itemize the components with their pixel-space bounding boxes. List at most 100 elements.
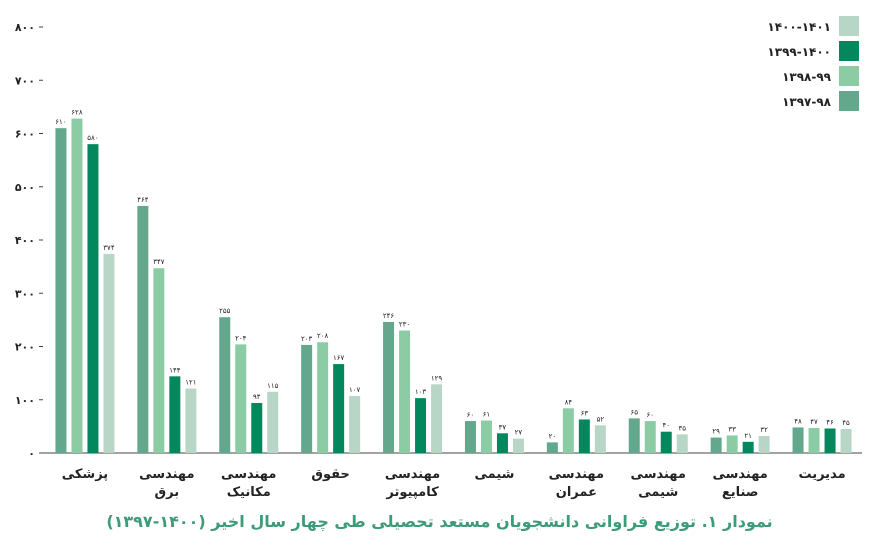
bar xyxy=(251,402,263,453)
data-label: ۳۷۴ xyxy=(103,244,115,252)
data-label: ۶۱۰ xyxy=(55,118,66,126)
legend-label: ۱۳۹۹-۱۴۰۰ xyxy=(767,45,831,59)
data-label: ۲۱ xyxy=(744,432,752,440)
data-label: ۶۱ xyxy=(483,411,491,419)
bar xyxy=(546,442,558,453)
legend-swatch xyxy=(839,41,859,61)
y-tick-label: ۸۰۰ xyxy=(15,21,35,34)
bar xyxy=(496,433,508,453)
legend-label: ۱۳۹۷-۹۸ xyxy=(782,95,832,109)
y-tick-label: ۰ xyxy=(28,447,35,460)
data-label: ۳۷ xyxy=(499,423,507,431)
category-label: مکانیک xyxy=(227,485,271,500)
data-label: ۳۵ xyxy=(678,424,686,432)
y-tick-label: ۱۰۰ xyxy=(15,394,35,407)
bar xyxy=(628,418,640,453)
value-labels: ۶۱۰ ۶۲۸ ۵۸۰ ۳۷۴ ۴۶۴ ۳۴۷ ۱۴۴ ۱۲۱ ۲۵۵ ۲۰۴ ۹۴ ۱۱۵ ۲۰۳ ۲۰… xyxy=(55,109,850,441)
bar xyxy=(55,128,67,454)
data-label: ۳۴۷ xyxy=(153,258,165,266)
bar xyxy=(349,396,361,453)
data-label: ۵۲ xyxy=(597,415,605,423)
y-tick-label: ۴۰۰ xyxy=(15,234,35,247)
bar xyxy=(103,253,115,453)
bar xyxy=(399,330,411,453)
data-label: ۶۵ xyxy=(630,408,638,416)
bar xyxy=(676,434,688,453)
bar xyxy=(333,364,345,453)
legend-label: ۱۳۹۸-۹۹ xyxy=(782,70,832,84)
data-label: ۴۶ xyxy=(826,419,834,427)
bar xyxy=(301,344,313,453)
category-label: شیمی xyxy=(638,485,678,500)
y-tick-label: ۶۰۰ xyxy=(15,128,35,141)
data-label: ۶۰ xyxy=(646,411,654,419)
bar xyxy=(317,342,329,453)
data-label: ۱۲۹ xyxy=(431,374,443,382)
data-label: ۴۷ xyxy=(810,418,818,426)
category-label: کامپیوتر xyxy=(385,485,439,500)
data-label: ۱۰۳ xyxy=(415,388,427,396)
data-label: ۲۰۴ xyxy=(235,334,247,342)
bar xyxy=(71,118,83,453)
legend-swatch xyxy=(839,16,859,36)
bar xyxy=(758,435,770,453)
category-label: مهندسی xyxy=(549,467,604,482)
bar xyxy=(431,384,443,453)
y-tick-label: ۲۰۰ xyxy=(15,341,35,354)
category-label: حقوق xyxy=(311,467,350,482)
data-label: ۳۲ xyxy=(760,426,768,434)
data-label: ۶۳ xyxy=(581,409,589,417)
category-label: برق xyxy=(155,485,180,500)
bar xyxy=(594,425,606,453)
category-label: مدیریت xyxy=(798,467,845,482)
data-label: ۱۶۷ xyxy=(333,354,345,362)
bar xyxy=(137,205,149,453)
bar xyxy=(480,420,492,453)
data-label: ۲۰ xyxy=(549,432,557,440)
data-label: ۶۰ xyxy=(467,411,475,419)
y-tick-label: ۳۰۰ xyxy=(15,287,35,300)
data-label: ۵۸۰ xyxy=(87,134,98,142)
data-label: ۴۶۴ xyxy=(137,196,149,204)
data-label: ۴۸ xyxy=(794,417,802,425)
data-label: ۲۰۸ xyxy=(317,332,329,340)
bar xyxy=(235,344,247,453)
legend-label: ۱۴۰۰-۱۴۰۱ xyxy=(767,20,831,34)
y-axis: ۰ ۱۰۰ ۲۰۰ ۳۰۰ ۴۰۰ ۵۰۰ ۶۰۰ ۷۰۰ ۸۰۰ xyxy=(15,21,862,460)
data-label: ۴۰ xyxy=(662,422,670,430)
data-label: ۱۲۱ xyxy=(185,379,196,387)
legend-swatch xyxy=(839,66,859,86)
bar xyxy=(808,427,820,453)
category-labels: پزشکی مهندسی برق مهندسی مکانیک حقوق مهندسی کامپ… xyxy=(62,467,846,500)
bar xyxy=(562,408,574,453)
bar xyxy=(87,144,99,453)
data-label: ۹۴ xyxy=(253,393,261,401)
category-label: مهندسی xyxy=(221,467,276,482)
bar xyxy=(710,437,722,453)
category-label: عمران xyxy=(556,485,597,500)
data-label: ۲۷ xyxy=(515,429,523,437)
data-label: ۱۰۷ xyxy=(349,386,361,394)
bar xyxy=(660,431,672,453)
bar xyxy=(415,398,427,453)
bar xyxy=(153,268,165,453)
bar xyxy=(464,421,476,453)
bar xyxy=(742,441,754,453)
y-tick-label: ۷۰۰ xyxy=(15,74,35,87)
data-label: ۱۴۴ xyxy=(169,366,181,374)
bar xyxy=(169,376,181,453)
data-label: ۳۳ xyxy=(728,425,736,433)
data-label: ۴۵ xyxy=(842,419,850,427)
bar-chart: ۰ ۱۰۰ ۲۰۰ ۳۰۰ ۴۰۰ ۵۰۰ ۶۰۰ ۷۰۰ ۸۰۰ ۶۱۰ ۶۲۸ ۵۸۰ ۳۷۴ ۴۶… xyxy=(15,16,862,500)
legend-swatch xyxy=(839,91,859,111)
bar xyxy=(824,428,836,453)
bars xyxy=(55,118,852,454)
category-label: مهندسی xyxy=(139,467,194,482)
legend: ۱۴۰۰-۱۴۰۱ ۱۳۹۹-۱۴۰۰ ۱۳۹۸-۹۹ ۱۳۹۷-۹۸ xyxy=(767,16,859,111)
data-label: ۶۲۸ xyxy=(71,109,83,117)
bar xyxy=(512,438,524,453)
bar xyxy=(578,419,590,453)
data-label: ۲۴۶ xyxy=(383,312,395,320)
bar xyxy=(792,427,804,453)
bar xyxy=(726,435,738,453)
